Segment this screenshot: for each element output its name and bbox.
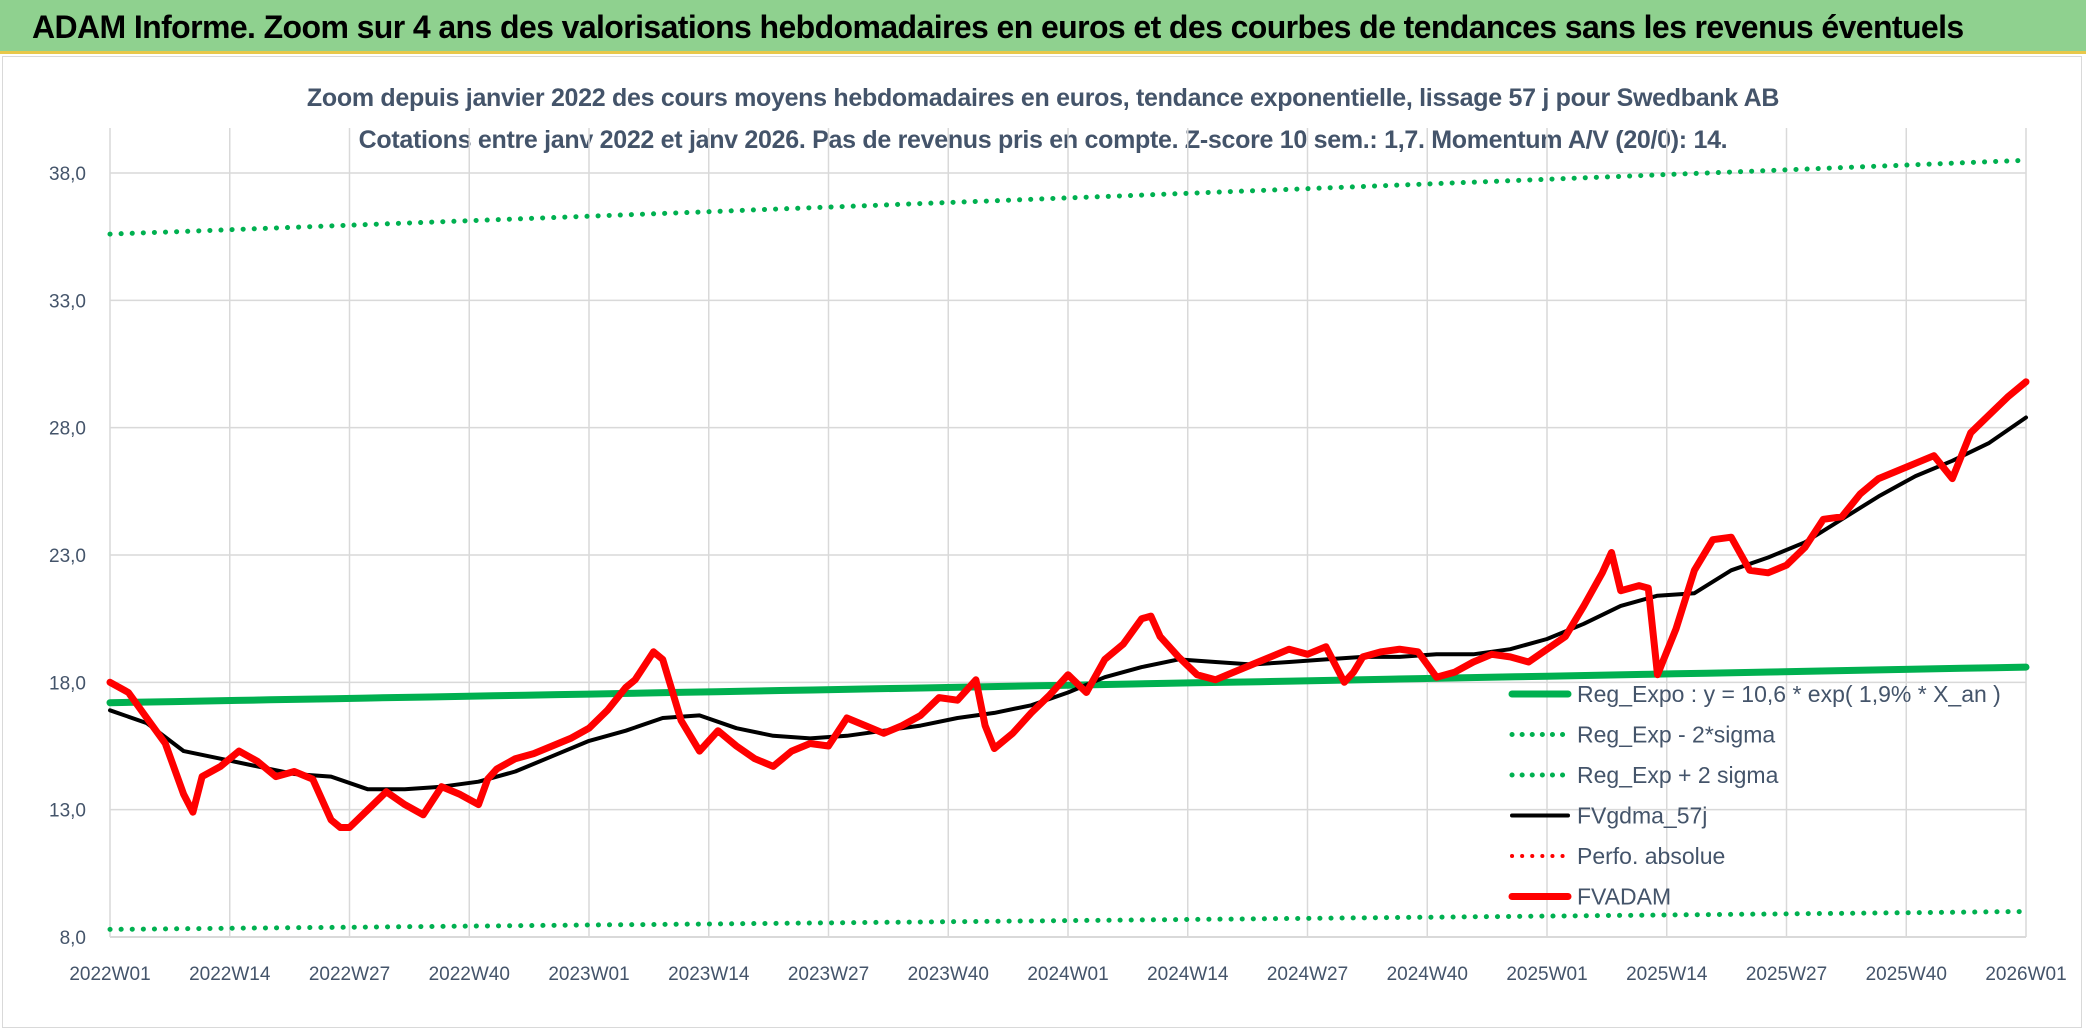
legend-label: Reg_Expo : y = 10,6 * exp( 1,9% * X_an ) bbox=[1577, 681, 2001, 707]
x-tick-label: 2024W14 bbox=[1147, 964, 1229, 985]
legend-label: FVgdma_57j bbox=[1577, 803, 1707, 829]
x-tick-label: 2025W14 bbox=[1626, 964, 1708, 985]
chart-subtitle: Cotations entre janv 2022 et janv 2026. … bbox=[358, 126, 1728, 154]
x-tick-label: 2025W40 bbox=[1866, 964, 1947, 985]
y-tick-label: 38,0 bbox=[49, 164, 86, 185]
series-layer bbox=[106, 157, 2030, 932]
legend-label: FVADAM bbox=[1577, 884, 1671, 910]
x-tick-label: 2022W27 bbox=[309, 964, 390, 985]
fvadam-line bbox=[106, 378, 2030, 831]
fvgdma-57j-line bbox=[108, 415, 2028, 792]
x-tick-label: 2022W14 bbox=[189, 964, 271, 985]
y-tick-label: 13,0 bbox=[49, 801, 86, 822]
regexpo-line bbox=[106, 663, 2030, 707]
legend-label: Reg_Exp + 2 sigma bbox=[1577, 762, 1779, 788]
y-tick-label: 8,0 bbox=[60, 928, 86, 949]
grid-layer bbox=[109, 128, 2027, 938]
x-tick-label: 2024W40 bbox=[1387, 964, 1468, 985]
x-tick-label: 2024W01 bbox=[1027, 964, 1108, 985]
chart-title: Zoom depuis janvier 2022 des cours moyen… bbox=[306, 84, 1780, 112]
legend: Reg_Expo : y = 10,6 * exp( 1,9% * X_an )… bbox=[1508, 681, 2001, 910]
x-tick-label: 2023W01 bbox=[548, 964, 629, 985]
x-tick-label: 2024W27 bbox=[1267, 964, 1348, 985]
banner-title: ADAM Informe. Zoom sur 4 ans des valoris… bbox=[32, 9, 1964, 45]
legend-perfo: Perfo. absolue bbox=[1510, 843, 1725, 869]
tick-layer: 8,0 13,0 18,0 23,0 28,0 33,0 38,0 2022W01 2022W1… bbox=[49, 164, 2067, 985]
x-tick-label: 2023W14 bbox=[668, 964, 750, 985]
x-tick-label: 2025W27 bbox=[1746, 964, 1827, 985]
regexp-minus-2sigma-line bbox=[107, 909, 2029, 932]
x-tick-label: 2022W01 bbox=[69, 964, 150, 985]
y-tick-label: 18,0 bbox=[49, 673, 86, 694]
x-tick-label: 2023W27 bbox=[788, 964, 869, 985]
legend-regexp-plus: Reg_Exp + 2 sigma bbox=[1509, 762, 1779, 788]
legend-fvadam: FVADAM bbox=[1508, 884, 1671, 910]
legend-regexp-minus: Reg_Exp - 2*sigma bbox=[1509, 722, 1775, 748]
regexp-plus-2sigma-line bbox=[107, 157, 2029, 237]
x-tick-label: 2022W40 bbox=[429, 964, 510, 985]
y-tick-label: 28,0 bbox=[49, 419, 86, 440]
legend-label: Reg_Exp - 2*sigma bbox=[1577, 722, 1775, 748]
legend-label: Perfo. absolue bbox=[1577, 843, 1725, 869]
x-tick-label: 2025W01 bbox=[1506, 964, 1587, 985]
banner: ADAM Informe. Zoom sur 4 ans des valoris… bbox=[0, 0, 2086, 54]
legend-regexpo: Reg_Expo : y = 10,6 * exp( 1,9% * X_an ) bbox=[1508, 681, 2001, 707]
y-tick-label: 23,0 bbox=[49, 546, 86, 567]
legend-fvgdma: FVgdma_57j bbox=[1510, 803, 1707, 829]
x-tick-label: 2026W01 bbox=[1985, 964, 2066, 985]
y-tick-label: 33,0 bbox=[49, 291, 86, 312]
x-tick-label: 2023W40 bbox=[908, 964, 989, 985]
